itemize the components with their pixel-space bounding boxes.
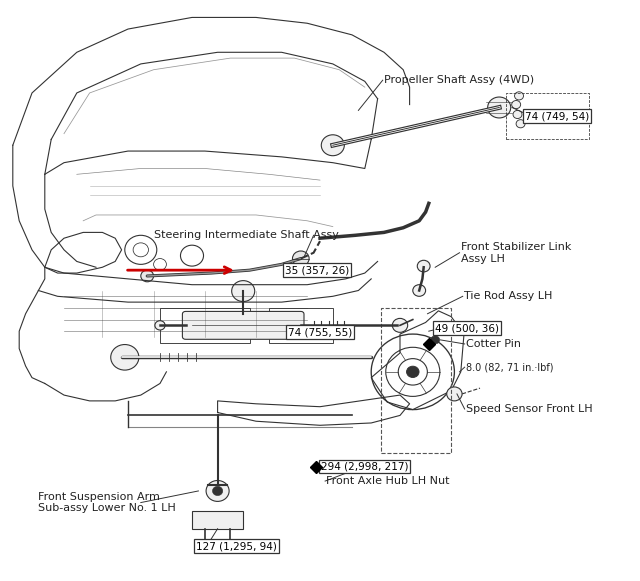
Circle shape [111,345,139,370]
Circle shape [292,251,309,266]
Circle shape [417,260,430,272]
Text: Propeller Shaft Assy (4WD): Propeller Shaft Assy (4WD) [384,75,534,85]
Text: 8.0 (82, 71 in.·lbf): 8.0 (82, 71 in.·lbf) [466,362,554,372]
Circle shape [447,387,462,401]
Text: Tie Rod Assy LH: Tie Rod Assy LH [464,291,552,302]
Text: Steering Intermediate Shaft Assy: Steering Intermediate Shaft Assy [154,230,339,241]
Circle shape [141,270,154,282]
Text: Front Suspension Arm
Sub-assy Lower No. 1 LH: Front Suspension Arm Sub-assy Lower No. … [38,492,176,514]
FancyBboxPatch shape [182,311,304,339]
Circle shape [511,101,521,109]
Circle shape [513,110,522,119]
Circle shape [206,480,229,501]
Circle shape [406,366,419,378]
Text: Front Stabilizer Link
Assy LH: Front Stabilizer Link Assy LH [461,242,571,264]
Circle shape [413,285,426,296]
Text: Cotter Pin: Cotter Pin [466,339,521,349]
Text: 294 (2,998, 217): 294 (2,998, 217) [321,461,408,472]
Text: 74 (749, 54): 74 (749, 54) [525,111,589,121]
Circle shape [200,541,209,549]
Text: 49 (500, 36): 49 (500, 36) [435,323,499,333]
Circle shape [488,97,511,118]
Text: 127 (1,295, 94): 127 (1,295, 94) [196,541,277,551]
Text: 74 (755, 55): 74 (755, 55) [288,327,352,338]
Circle shape [212,486,223,496]
Text: Front Axle Hub LH Nut: Front Axle Hub LH Nut [326,476,450,486]
Circle shape [232,281,255,302]
Circle shape [226,541,235,549]
FancyBboxPatch shape [192,511,243,529]
Circle shape [431,336,440,344]
Circle shape [321,135,344,156]
Circle shape [515,92,524,100]
Text: Speed Sensor Front LH: Speed Sensor Front LH [466,404,593,414]
Circle shape [155,321,165,330]
Circle shape [516,120,525,128]
Text: 35 (357, 26): 35 (357, 26) [285,265,349,275]
Circle shape [392,318,408,332]
